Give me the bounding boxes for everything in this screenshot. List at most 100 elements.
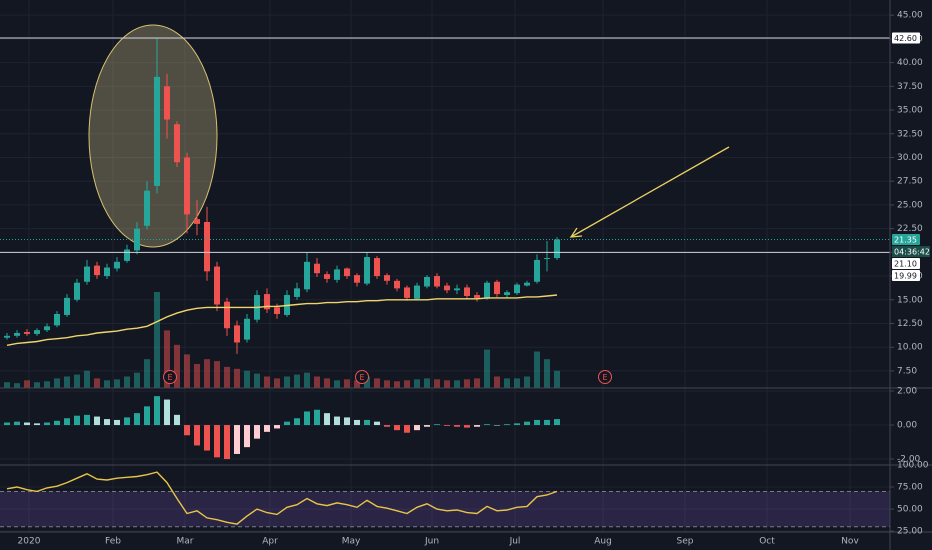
candle-body xyxy=(294,288,300,297)
candle-body xyxy=(404,287,410,298)
macd-bar xyxy=(174,414,180,426)
x-tick-label: Nov xyxy=(841,537,859,547)
macd-bar xyxy=(514,423,520,426)
y-tick-label: 22.50 xyxy=(897,224,923,234)
candle-body xyxy=(264,294,270,310)
last-price-label: 21.35 xyxy=(894,236,917,245)
rsi-band xyxy=(0,491,890,527)
volume-bar xyxy=(264,376,270,388)
y-tick-label: 75.00 xyxy=(897,483,923,493)
macd-bar xyxy=(134,413,140,426)
volume-bar xyxy=(384,380,390,388)
y-tick-label: 10.00 xyxy=(897,343,923,353)
y-tick-label: 37.50 xyxy=(897,82,923,92)
x-tick-label: Jul xyxy=(509,537,521,547)
volume-bar xyxy=(544,359,550,388)
countdown: 04:36:42 xyxy=(894,248,930,257)
volume-bar xyxy=(174,344,180,388)
macd-bar xyxy=(494,425,500,426)
volume-bar xyxy=(254,373,260,388)
x-tick-label: Jun xyxy=(424,537,439,547)
candle-body xyxy=(424,277,430,287)
macd-bar xyxy=(114,419,120,426)
volume-bar xyxy=(444,380,450,388)
candle-body xyxy=(14,332,20,336)
volume-bar xyxy=(144,359,150,388)
macd-bar xyxy=(284,421,290,426)
volume-bar xyxy=(424,378,430,388)
volume-bar xyxy=(524,376,530,388)
macd-bar xyxy=(554,419,560,426)
volume-bar xyxy=(364,376,370,388)
volume-bar xyxy=(434,379,440,388)
candle-body xyxy=(134,228,140,251)
candle-body xyxy=(304,261,310,290)
candle-body xyxy=(64,297,70,315)
candle-body xyxy=(454,288,460,291)
y-tick-label: 35.00 xyxy=(897,106,923,116)
volume-bar xyxy=(94,378,100,388)
macd-bar xyxy=(374,421,380,426)
volume-bar xyxy=(314,376,320,388)
candle-body xyxy=(384,275,390,281)
macd-bar xyxy=(14,421,20,426)
y-tick-label: 2.00 xyxy=(897,387,917,397)
candle-body xyxy=(374,258,380,277)
volume-bar xyxy=(344,379,350,388)
candle-body xyxy=(354,275,360,283)
candle-body xyxy=(484,282,490,299)
candle-body xyxy=(34,330,40,334)
hline-label-box xyxy=(892,32,920,44)
y-tick-label: 0.00 xyxy=(897,421,917,431)
candle-body xyxy=(194,219,200,224)
macd-bar xyxy=(104,419,110,426)
candle-body xyxy=(274,307,280,315)
volume-bar xyxy=(234,368,240,388)
earnings-label: E xyxy=(167,373,172,382)
grid xyxy=(0,0,890,532)
highlight-ellipse xyxy=(88,24,218,248)
volume-bar xyxy=(44,381,50,388)
y-tick-label: 25.00 xyxy=(897,527,923,537)
volume-bar xyxy=(474,378,480,388)
macd-bar xyxy=(474,425,480,427)
volume-bar xyxy=(284,376,290,388)
macd-bar xyxy=(484,424,490,426)
macd-bar xyxy=(274,425,280,429)
candle-body xyxy=(214,266,220,305)
macd-bar xyxy=(24,422,30,426)
candle-body xyxy=(524,282,530,286)
x-tick-label: Feb xyxy=(105,537,121,547)
volume-bar xyxy=(534,351,540,388)
volume-bar xyxy=(184,354,190,388)
candle-body xyxy=(414,285,420,299)
candle-body xyxy=(164,86,170,120)
candle-body xyxy=(464,287,470,296)
macd-bar xyxy=(154,396,160,426)
hline-label-box xyxy=(892,270,920,282)
volume-bar xyxy=(374,378,380,388)
y-tick-label: 50.00 xyxy=(897,505,923,515)
candle-body xyxy=(224,301,230,329)
y-tick-label: 40.00 xyxy=(897,58,923,68)
hline-label: 42.60 xyxy=(894,34,917,43)
earnings-label: E xyxy=(602,373,607,382)
volume-bar xyxy=(274,378,280,388)
macd-bar xyxy=(124,417,130,426)
volume-bar xyxy=(494,376,500,388)
volume-bar xyxy=(324,378,330,388)
y-tick-label: 15.00 xyxy=(897,295,923,305)
candle-body xyxy=(554,239,560,259)
labels: 2020 Feb Mar Apr May Jun Jul Aug Sep Oct Nov 7.50 10… xyxy=(18,11,930,547)
candle-body xyxy=(344,268,350,277)
macd-bar xyxy=(504,424,510,426)
y-tick-label: -2.00 xyxy=(897,455,921,465)
x-tick-label: 2020 xyxy=(18,537,41,547)
macd-bar xyxy=(364,419,370,426)
candle-body xyxy=(104,267,110,277)
candle-body xyxy=(534,259,540,282)
macd-bar xyxy=(324,413,330,426)
earnings-marker xyxy=(598,370,612,384)
